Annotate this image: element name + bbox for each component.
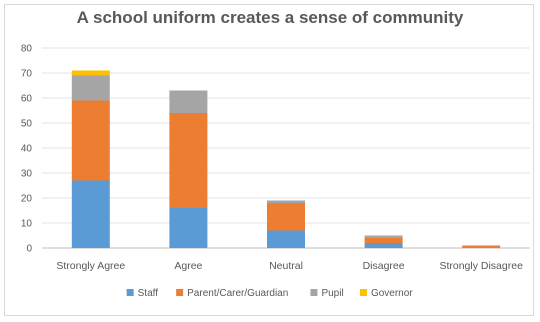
y-tick-label: 60 (21, 94, 33, 105)
bar-segment (169, 113, 208, 208)
y-axis-ticks: 0 10 20 30 40 50 60 70 80 (21, 44, 33, 255)
bars (71, 70, 501, 248)
x-category-label: Strongly Agree (56, 260, 125, 272)
y-tick-label: 30 (21, 169, 33, 180)
bar-segment (169, 208, 208, 248)
y-tick-label: 20 (21, 194, 33, 205)
bar-segment (169, 90, 208, 113)
bar-segment (364, 238, 403, 243)
legend-swatch (126, 289, 134, 296)
bar-segment (71, 75, 110, 101)
bar-segment (71, 180, 110, 248)
bar-segment (267, 230, 305, 248)
x-category-label: Agree (174, 260, 202, 272)
y-tick-label: 70 (21, 69, 33, 80)
x-category-label: Strongly Disagree (439, 260, 523, 272)
x-category-label: Disagree (363, 260, 405, 272)
chart-title: A school uniform creates a sense of comm… (76, 8, 464, 27)
legend: Staff Parent/Carer/Guardian Pupil Governor (126, 288, 413, 299)
bar-segment (462, 245, 501, 248)
legend-label: Staff (138, 288, 159, 299)
y-tick-label: 10 (21, 219, 33, 230)
gridlines (42, 47, 530, 249)
legend-swatch (310, 289, 318, 296)
legend-label: Governor (371, 288, 413, 299)
category-labels: Strongly Agree Agree Neutral Disagree Strong… (56, 260, 523, 272)
y-tick-label: 40 (21, 144, 33, 155)
bar-segment (71, 100, 110, 181)
bar-segment (267, 203, 305, 231)
bar-segment (71, 70, 110, 76)
y-tick-label: 80 (21, 44, 33, 55)
bar-segment (364, 243, 403, 248)
legend-swatch (359, 289, 367, 296)
legend-swatch (176, 289, 184, 296)
y-tick-label: 50 (21, 119, 33, 130)
bar-segment (364, 235, 403, 238)
y-tick-label: 0 (26, 244, 32, 255)
legend-label: Parent/Carer/Guardian (187, 288, 288, 299)
x-category-label: Neutral (269, 260, 303, 272)
legend-label: Pupil (321, 288, 343, 299)
bar-segment (267, 200, 305, 203)
